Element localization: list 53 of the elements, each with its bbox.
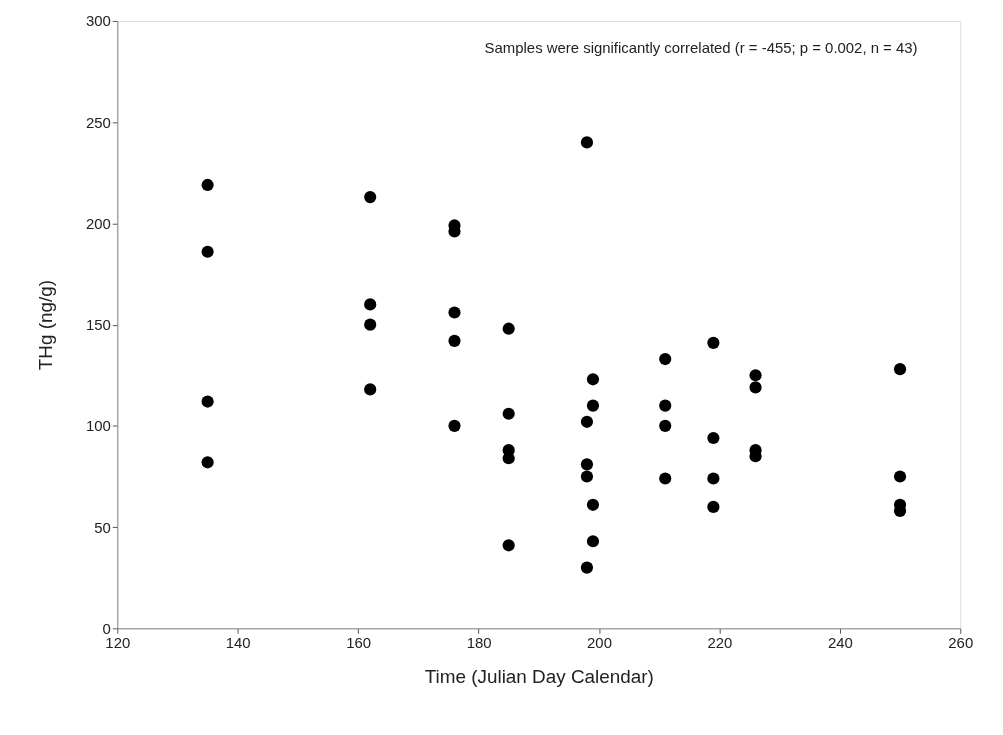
point [893, 363, 907, 376]
x-tick-label: 200 [587, 634, 612, 651]
x-tick-label: 120 [105, 634, 131, 651]
y-axis-title: THg (ng/g) [35, 280, 57, 371]
y-tick-label: 50 [94, 519, 111, 536]
point [580, 415, 594, 428]
point [580, 470, 594, 483]
y-tick-label: 200 [85, 215, 111, 232]
point [586, 399, 600, 412]
point [707, 431, 720, 445]
x-tick-label: 240 [827, 634, 853, 651]
point [659, 472, 672, 485]
x-tick-label: 220 [707, 634, 733, 651]
point [659, 419, 672, 432]
point [502, 407, 515, 420]
point [586, 535, 600, 548]
y-tick-label: 150 [85, 317, 111, 334]
x-tick-label: 180 [466, 634, 492, 651]
point [364, 318, 377, 331]
point [201, 178, 214, 192]
y-tick-label: 300 [85, 13, 111, 30]
y-tick-label: 100 [85, 418, 111, 435]
point [448, 306, 461, 319]
point [586, 373, 600, 386]
y-tick-label: 250 [85, 114, 111, 131]
point [749, 381, 762, 394]
point [707, 336, 720, 349]
point [586, 498, 600, 511]
point [659, 399, 672, 412]
point [364, 191, 377, 204]
point [364, 298, 377, 311]
annotation: Samples were significantly correlated (r = -455; p = 0.002, n = 43) [484, 39, 918, 56]
x-tick-label: 140 [225, 634, 251, 651]
point [749, 369, 762, 382]
point [707, 500, 720, 513]
point [707, 472, 720, 485]
point [502, 539, 515, 552]
point [659, 352, 672, 366]
point [448, 334, 461, 347]
x-tick-label: 160 [346, 634, 372, 651]
point [580, 458, 594, 471]
point [580, 561, 594, 574]
point [580, 136, 594, 149]
point [201, 245, 214, 258]
x-tick-label: 260 [948, 634, 974, 651]
point [448, 419, 461, 432]
point [201, 456, 214, 469]
y-tick-label: 0 [102, 620, 111, 637]
point [201, 395, 214, 408]
point [502, 322, 515, 335]
point [364, 383, 377, 396]
point [893, 470, 907, 483]
x-axis-title: Time (Julian Day Calendar) [424, 666, 654, 688]
